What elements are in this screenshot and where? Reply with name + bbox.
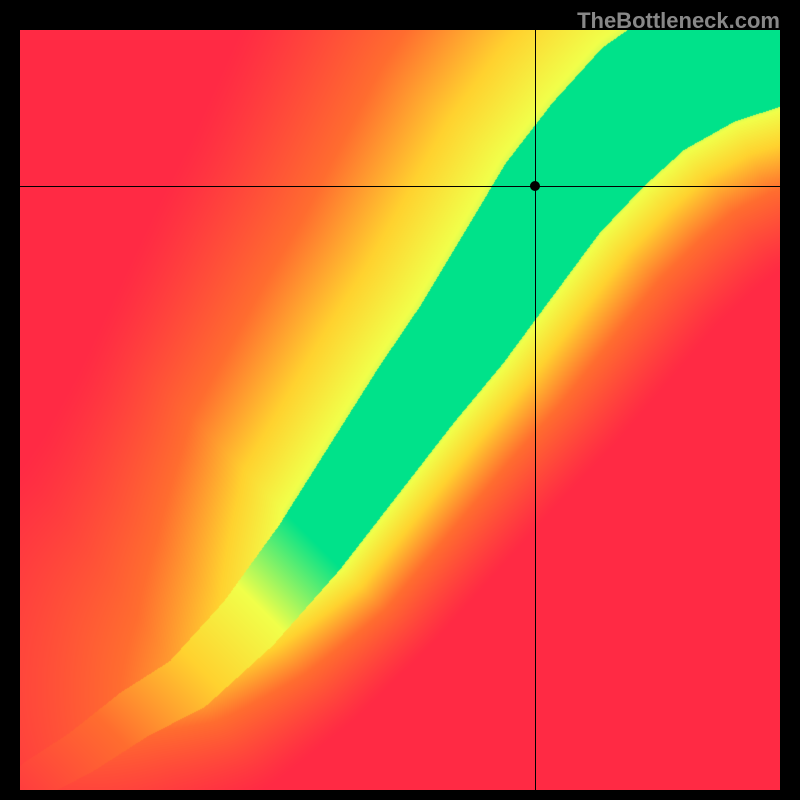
crosshair-vertical	[535, 30, 536, 790]
chart-container: TheBottleneck.com	[0, 0, 800, 800]
heatmap-canvas	[20, 30, 780, 790]
heatmap-plot	[20, 30, 780, 790]
crosshair-horizontal	[20, 186, 780, 187]
watermark-text: TheBottleneck.com	[577, 8, 780, 34]
crosshair-point	[530, 181, 540, 191]
